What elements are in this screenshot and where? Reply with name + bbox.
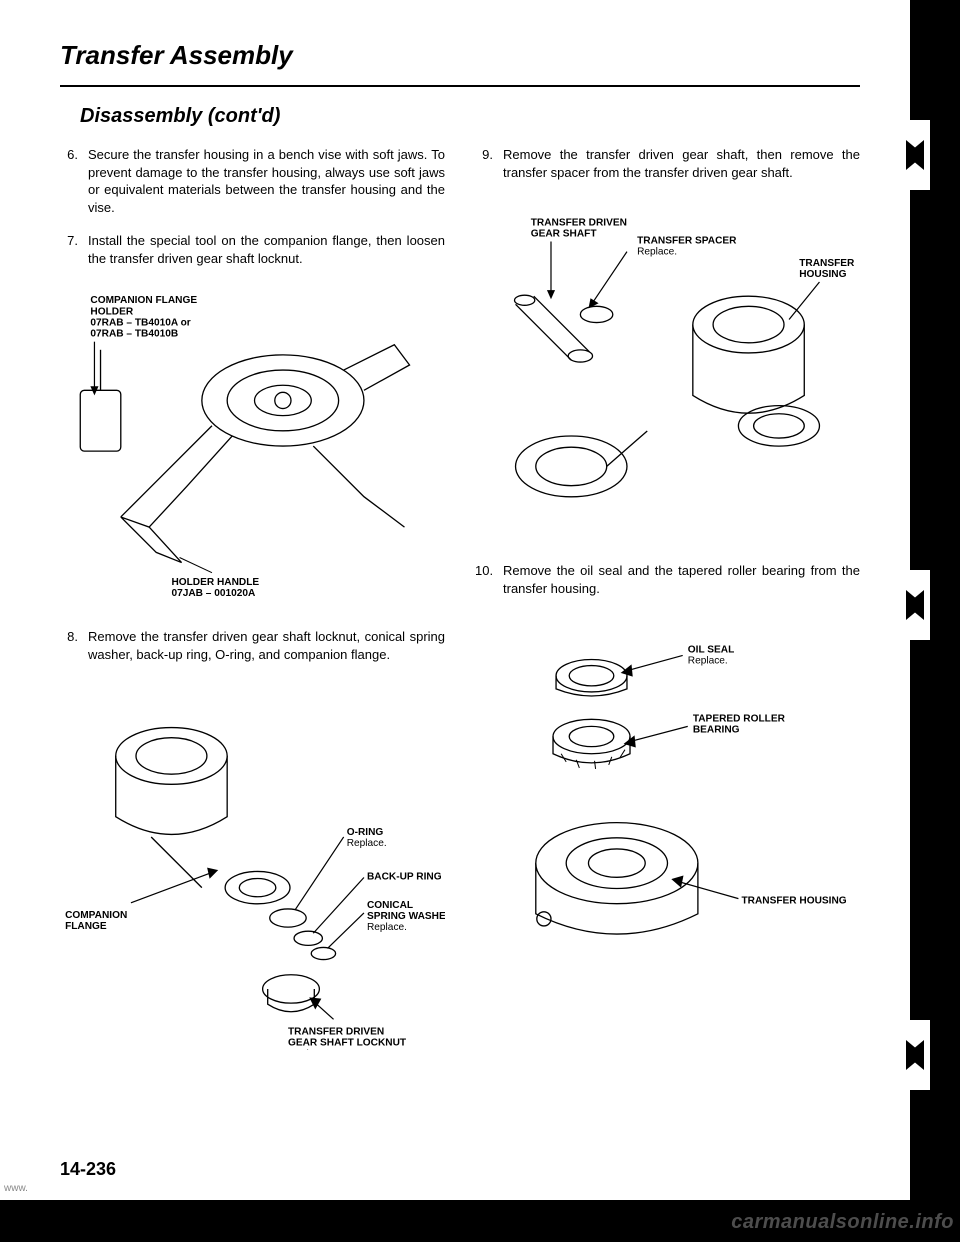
- step-text: Secure the transfer housing in a bench v…: [88, 146, 445, 216]
- right-column: 9. Remove the transfer driven gear shaft…: [475, 146, 860, 1075]
- title-rule: [60, 85, 860, 87]
- step-number: 6.: [60, 146, 78, 216]
- label-housing-1: TRANSFER: [799, 258, 855, 269]
- page-content: Transfer Assembly Disassembly (cont'd) 6…: [0, 0, 910, 1200]
- label-conical-2: SPRING WASHER: [367, 911, 445, 922]
- label-conical-3: Replace.: [367, 923, 407, 934]
- label-oilseal-2: Replace.: [688, 655, 728, 666]
- watermark: carmanualsonline.info: [731, 1211, 954, 1234]
- source-prefix: www.: [4, 1183, 28, 1194]
- label-oring-1: O-RING: [347, 827, 384, 838]
- step-8: 8. Remove the transfer driven gear shaft…: [60, 628, 445, 663]
- step-text: Remove the transfer driven gear shaft lo…: [88, 628, 445, 663]
- label-flange-holder-2: HOLDER: [90, 307, 133, 318]
- main-title: Transfer Assembly: [60, 40, 860, 71]
- label-locknut-2: GEAR SHAFT LOCKNUT: [288, 1038, 407, 1049]
- step-9: 9. Remove the transfer driven gear shaft…: [475, 146, 860, 181]
- label-shaft-2: GEAR SHAFT: [531, 229, 598, 240]
- step-number: 8.: [60, 628, 78, 663]
- label-bearing-1: TAPERED ROLLER: [693, 713, 786, 724]
- step-number: 10.: [475, 562, 493, 597]
- page-number: 14-236: [60, 1159, 116, 1180]
- label-holder-handle-2: 07JAB – 001020A: [171, 588, 256, 599]
- label-conical-1: CONICAL: [367, 900, 413, 911]
- label-housing: TRANSFER HOUSING: [741, 895, 846, 906]
- thumb-tab-2: [900, 570, 930, 640]
- label-spacer-2: Replace.: [637, 247, 677, 258]
- step-number: 7.: [60, 232, 78, 267]
- step-7: 7. Install the special tool on the compa…: [60, 232, 445, 267]
- label-companion-2: FLANGE: [65, 922, 107, 933]
- label-backup: BACK-UP RING: [367, 872, 442, 883]
- label-spacer-1: TRANSFER SPACER: [637, 236, 737, 247]
- step-text: Install the special tool on the companio…: [88, 232, 445, 267]
- figure-transfer-shaft: TRANSFER DRIVEN GEAR SHAFT TRANSFER SPAC…: [475, 203, 860, 537]
- step-text: Remove the oil seal and the tapered roll…: [503, 562, 860, 597]
- label-flange-holder: COMPANION FLANGE: [90, 295, 197, 306]
- figure-companion-flange-tool: COMPANION FLANGE HOLDER 07RAB – TB4010A …: [60, 289, 445, 603]
- sub-title: Disassembly (cont'd): [80, 105, 860, 128]
- figure-companion-flange-exploded: COMPANION FLANGE O-RING Replace. BACK-UP…: [60, 685, 445, 1050]
- label-oilseal-1: OIL SEAL: [688, 644, 735, 655]
- label-companion-1: COMPANION: [65, 910, 127, 921]
- step-number: 9.: [475, 146, 493, 181]
- label-flange-holder-4: 07RAB – TB4010B: [90, 329, 178, 340]
- label-shaft-1: TRANSFER DRIVEN: [531, 217, 627, 228]
- thumb-tab-3: [900, 1020, 930, 1090]
- label-oring-2: Replace.: [347, 839, 387, 850]
- thumb-tab-1: [900, 120, 930, 190]
- step-10: 10. Remove the oil seal and the tapered …: [475, 562, 860, 597]
- step-text: Remove the transfer driven gear shaft, t…: [503, 146, 860, 181]
- label-flange-holder-3: 07RAB – TB4010A or: [90, 318, 190, 329]
- left-column: 6. Secure the transfer housing in a benc…: [60, 146, 445, 1075]
- label-locknut-3: Replace.: [288, 1049, 328, 1050]
- step-6: 6. Secure the transfer housing in a benc…: [60, 146, 445, 216]
- label-holder-handle: HOLDER HANDLE: [171, 577, 259, 588]
- label-bearing-2: BEARING: [693, 724, 740, 735]
- label-housing-2: HOUSING: [799, 269, 846, 280]
- label-locknut-1: TRANSFER DRIVEN: [288, 1027, 384, 1038]
- two-column-layout: 6. Secure the transfer housing in a benc…: [60, 146, 860, 1075]
- figure-oil-seal-bearing: OIL SEAL Replace. TAPERED ROLLER BEARING…: [475, 620, 860, 964]
